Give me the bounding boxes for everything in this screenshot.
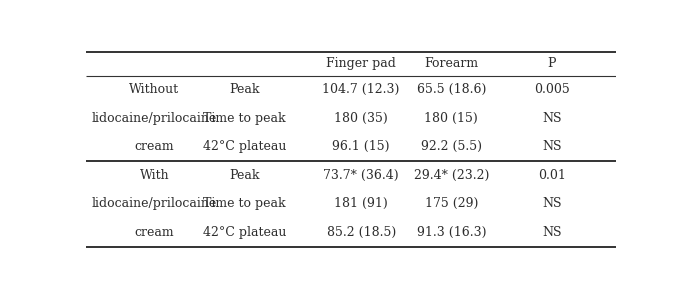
Text: 92.2 (5.5): 92.2 (5.5) [421, 140, 482, 153]
Text: Peak: Peak [229, 169, 260, 182]
Text: 180 (35): 180 (35) [334, 112, 388, 125]
Text: 29.4* (23.2): 29.4* (23.2) [414, 169, 489, 182]
Text: 175 (29): 175 (29) [425, 197, 478, 210]
Text: Forearm: Forearm [424, 57, 478, 70]
Text: 91.3 (16.3): 91.3 (16.3) [417, 226, 486, 239]
Text: 42°C plateau: 42°C plateau [203, 226, 286, 239]
Text: Time to peak: Time to peak [203, 112, 286, 125]
Text: cream: cream [135, 140, 174, 153]
Text: Peak: Peak [229, 84, 260, 96]
Text: 96.1 (15): 96.1 (15) [332, 140, 390, 153]
Text: cream: cream [135, 226, 174, 239]
Text: 85.2 (18.5): 85.2 (18.5) [326, 226, 396, 239]
Text: With: With [140, 169, 169, 182]
Text: 73.7* (36.4): 73.7* (36.4) [324, 169, 399, 182]
Text: lidocaine/prilocaine: lidocaine/prilocaine [92, 112, 217, 125]
Text: 104.7 (12.3): 104.7 (12.3) [322, 84, 400, 96]
Text: NS: NS [542, 140, 562, 153]
Text: NS: NS [542, 112, 562, 125]
Text: 181 (91): 181 (91) [334, 197, 388, 210]
Text: 0.005: 0.005 [534, 84, 570, 96]
Text: Finger pad: Finger pad [326, 57, 396, 70]
Text: P: P [548, 57, 556, 70]
Text: lidocaine/prilocaine: lidocaine/prilocaine [92, 197, 217, 210]
Text: 0.01: 0.01 [538, 169, 566, 182]
Text: NS: NS [542, 226, 562, 239]
Text: 42°C plateau: 42°C plateau [203, 140, 286, 153]
Text: Time to peak: Time to peak [203, 197, 286, 210]
Text: NS: NS [542, 197, 562, 210]
Text: 180 (15): 180 (15) [424, 112, 478, 125]
Text: 65.5 (18.6): 65.5 (18.6) [417, 84, 486, 96]
Text: Without: Without [129, 84, 179, 96]
